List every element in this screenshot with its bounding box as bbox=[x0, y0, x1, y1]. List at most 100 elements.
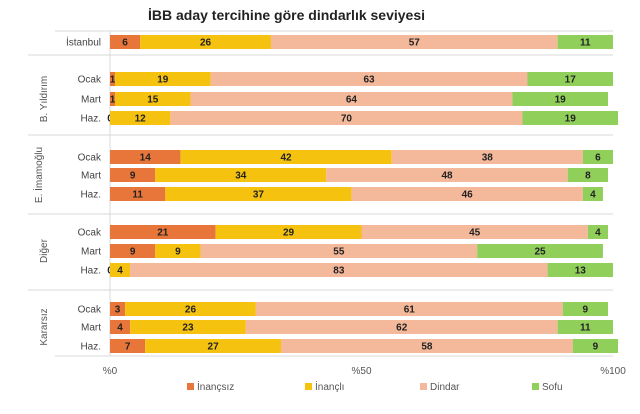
data-label: 1 bbox=[110, 75, 116, 86]
row-label: Ocak bbox=[78, 228, 102, 239]
bar-segment bbox=[200, 244, 478, 258]
group-label: B. Yıldırım bbox=[39, 76, 50, 123]
bar-segment bbox=[110, 92, 116, 106]
row-label: Haz. bbox=[80, 266, 101, 277]
data-label: 29 bbox=[283, 228, 295, 239]
x-tick-label: %100 bbox=[600, 366, 626, 377]
x-tick-label: %0 bbox=[103, 366, 118, 377]
data-label: 9 bbox=[130, 171, 136, 182]
bar-segment bbox=[547, 263, 613, 277]
row-label: Ocak bbox=[78, 305, 102, 316]
bar-segment bbox=[522, 111, 619, 125]
data-label: 7 bbox=[125, 342, 131, 353]
bar-segment bbox=[582, 150, 613, 164]
data-label: 70 bbox=[341, 114, 353, 125]
row-label: Haz. bbox=[80, 190, 101, 201]
bar-segment bbox=[110, 339, 146, 353]
bar-segment bbox=[281, 339, 573, 353]
data-label: 3 bbox=[115, 305, 121, 316]
data-label: 4 bbox=[590, 190, 596, 201]
bar-segment bbox=[567, 168, 608, 182]
data-label: 9 bbox=[583, 305, 589, 316]
bar-segment bbox=[110, 302, 126, 316]
bar-segment bbox=[110, 168, 156, 182]
data-label: 61 bbox=[404, 305, 416, 316]
bar-segment bbox=[587, 225, 608, 239]
group-label: Diğer bbox=[39, 238, 50, 263]
bar-segment bbox=[110, 150, 181, 164]
bar-segment bbox=[210, 72, 528, 86]
data-label: 21 bbox=[157, 228, 169, 239]
row-label: Mart bbox=[81, 95, 101, 106]
row-label: Mart bbox=[81, 247, 101, 258]
data-label: 11 bbox=[132, 190, 143, 201]
bar-segment bbox=[391, 150, 583, 164]
data-label: 9 bbox=[175, 247, 181, 258]
legend-label: Dindar bbox=[430, 382, 460, 393]
data-label: 4 bbox=[117, 266, 123, 277]
row-label: Haz. bbox=[80, 342, 101, 353]
data-label: 8 bbox=[585, 171, 591, 182]
data-label: 62 bbox=[396, 323, 408, 334]
data-label: 4 bbox=[117, 323, 123, 334]
data-label: 37 bbox=[253, 190, 265, 201]
bar-segment bbox=[145, 339, 282, 353]
row-label: Mart bbox=[81, 171, 101, 182]
data-label: 26 bbox=[185, 305, 197, 316]
data-label: 19 bbox=[157, 75, 169, 86]
legend-label: İnançlı bbox=[315, 380, 344, 393]
bar-segment bbox=[557, 35, 613, 49]
data-label: 15 bbox=[147, 95, 159, 106]
legend-swatch bbox=[532, 383, 539, 390]
legend-swatch bbox=[305, 383, 312, 390]
bar-segment bbox=[125, 302, 256, 316]
bar-segment bbox=[512, 92, 608, 106]
group-label: E. İmamoğlu bbox=[32, 147, 45, 203]
x-tick-label: %50 bbox=[351, 366, 371, 377]
row-label: İstanbul bbox=[66, 36, 101, 49]
group-label: Kararsız bbox=[39, 308, 50, 345]
bar-segment bbox=[477, 244, 603, 258]
bar-segment bbox=[527, 72, 613, 86]
legend-label: Sofu bbox=[542, 382, 563, 393]
bar-segment bbox=[326, 168, 568, 182]
data-label: 11 bbox=[580, 323, 591, 334]
chart-title: İBB aday tercihine göre dindarlık seviye… bbox=[148, 7, 425, 23]
data-label: 27 bbox=[208, 342, 220, 353]
data-label: 64 bbox=[346, 95, 358, 106]
bar-segment bbox=[130, 320, 246, 334]
data-label: 42 bbox=[280, 153, 292, 164]
bar-segment bbox=[361, 225, 588, 239]
data-label: 26 bbox=[200, 38, 212, 49]
data-label: 25 bbox=[535, 247, 547, 258]
bar-segment bbox=[351, 187, 583, 201]
row-label: Ocak bbox=[78, 75, 102, 86]
data-label: 38 bbox=[482, 153, 494, 164]
bar-segment bbox=[155, 168, 327, 182]
data-label: 11 bbox=[580, 38, 591, 49]
data-label: 55 bbox=[333, 247, 345, 258]
data-label: 17 bbox=[565, 75, 577, 86]
data-label: 23 bbox=[182, 323, 194, 334]
bar-segment bbox=[180, 150, 392, 164]
bar-segment bbox=[110, 244, 156, 258]
row-label: Mart bbox=[81, 323, 101, 334]
data-label: 6 bbox=[595, 153, 601, 164]
bar-segment bbox=[110, 187, 166, 201]
row-label: Ocak bbox=[78, 153, 102, 164]
bar-segment bbox=[130, 263, 548, 277]
bar-segment bbox=[245, 320, 558, 334]
data-label: 83 bbox=[333, 266, 345, 277]
bar-segment bbox=[110, 263, 131, 277]
row-label: Haz. bbox=[80, 114, 101, 125]
bar-segment bbox=[155, 244, 201, 258]
bar-segment bbox=[170, 111, 523, 125]
data-label: 13 bbox=[575, 266, 587, 277]
data-label: 1 bbox=[110, 95, 116, 106]
bar-segment bbox=[110, 320, 131, 334]
data-label: 9 bbox=[130, 247, 136, 258]
data-label: 57 bbox=[409, 38, 421, 49]
bar-segment bbox=[582, 187, 603, 201]
